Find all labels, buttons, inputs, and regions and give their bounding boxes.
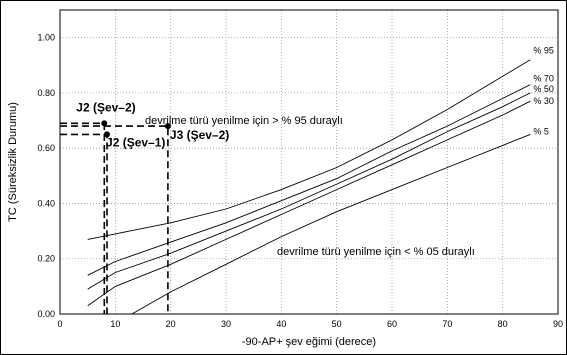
point-label: J2 (Şev–1)	[106, 135, 165, 149]
x-tick-label: 30	[221, 319, 231, 329]
tick-labels: 0 10 20 30 40 50 60 70 80 90 0.00 0.20 0.40 0.60 0.80 1…	[37, 33, 563, 329]
series-line	[87, 100, 531, 307]
point-label: J3 (Şev–2)	[170, 128, 229, 142]
plot-area-border	[59, 9, 559, 315]
marked-point	[101, 120, 108, 127]
x-tick-label: 80	[498, 319, 508, 329]
y-tick-label: 0.80	[37, 88, 55, 98]
series-label: % 70	[533, 74, 554, 84]
x-tick-label: 50	[332, 319, 342, 329]
marked-point	[104, 131, 111, 138]
x-tick-label: 40	[276, 319, 286, 329]
marked-points: J2 (Şev–2) J2 (Şev–1) J3 (Şev–2)	[76, 100, 229, 149]
percentile-curves: % 95 % 70% 50 % 30 % 5	[87, 46, 554, 315]
y-tick-label: 1.00	[37, 33, 55, 43]
grid	[60, 10, 558, 314]
x-tick-label: 70	[442, 319, 452, 329]
series-label: % 30	[533, 96, 554, 106]
series-label: % 95	[533, 46, 554, 56]
marked-point	[164, 123, 171, 130]
x-tick-label: 20	[166, 319, 176, 329]
y-tick-label: 0.20	[37, 254, 55, 264]
series-label: % 50	[533, 84, 554, 94]
series-line	[87, 59, 531, 240]
y-tick-label: 0.40	[37, 198, 55, 208]
series-line	[131, 133, 531, 315]
y-axis-label: TC (Süreksizlik Durumu)	[7, 102, 19, 222]
series-line	[87, 92, 531, 290]
point-label: J2 (Şev–2)	[76, 100, 135, 114]
x-tick-label: 10	[110, 319, 120, 329]
x-tick-label: 0	[57, 319, 62, 329]
annotation-upper: devrilme türü yenilme için > % 95 durayl…	[145, 115, 343, 127]
y-tick-label: 0.60	[37, 143, 55, 153]
x-axis-label: -90-AP+ şev eğimi (derece)	[242, 336, 376, 348]
guide-line	[60, 125, 169, 314]
annotation-lower: devrilme türü yenilme için < % 05 durayl…	[277, 246, 475, 258]
series-label: % 5	[533, 126, 549, 136]
x-tick-label: 90	[553, 319, 563, 329]
y-tick-label: 0.00	[37, 309, 55, 319]
x-tick-label: 60	[387, 319, 397, 329]
series-line	[87, 84, 531, 276]
